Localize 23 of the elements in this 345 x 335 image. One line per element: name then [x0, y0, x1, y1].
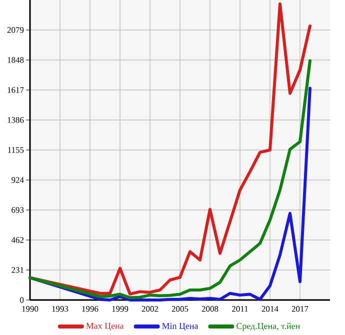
x-tick-label: 2008 — [202, 306, 218, 312]
x-tick-label: 2014 — [262, 306, 278, 312]
x-tick-label: 1990 — [22, 306, 38, 312]
x-tick-label: 2002 — [142, 306, 158, 312]
y-tick-label: 1155 — [8, 147, 24, 153]
y-tick-label: 462 — [11, 237, 24, 243]
x-tick-label: 2005 — [172, 306, 188, 312]
x-tick-label: 2017 — [292, 306, 308, 312]
y-tick-label: 1386 — [8, 117, 24, 123]
x-tick-label: 1993 — [52, 306, 68, 312]
y-tick-label: 2079 — [7, 27, 24, 33]
legend-label: Min Цена — [162, 322, 198, 331]
y-tick-label: 0 — [20, 297, 24, 303]
y-tick-label: 231 — [12, 267, 24, 273]
y-tick-label: 1617 — [8, 87, 24, 93]
x-tick-label: 1996 — [82, 306, 98, 312]
y-tick-label: 693 — [12, 207, 24, 213]
legend-label: Сред.Цена, т.йен — [236, 322, 300, 331]
x-tick-label: 2011 — [232, 306, 248, 312]
x-tick-label: 1999 — [112, 306, 128, 312]
y-tick-label: 1848 — [8, 57, 24, 63]
y-tick-label: 924 — [12, 177, 24, 183]
legend-label: Max Цена — [86, 322, 124, 331]
